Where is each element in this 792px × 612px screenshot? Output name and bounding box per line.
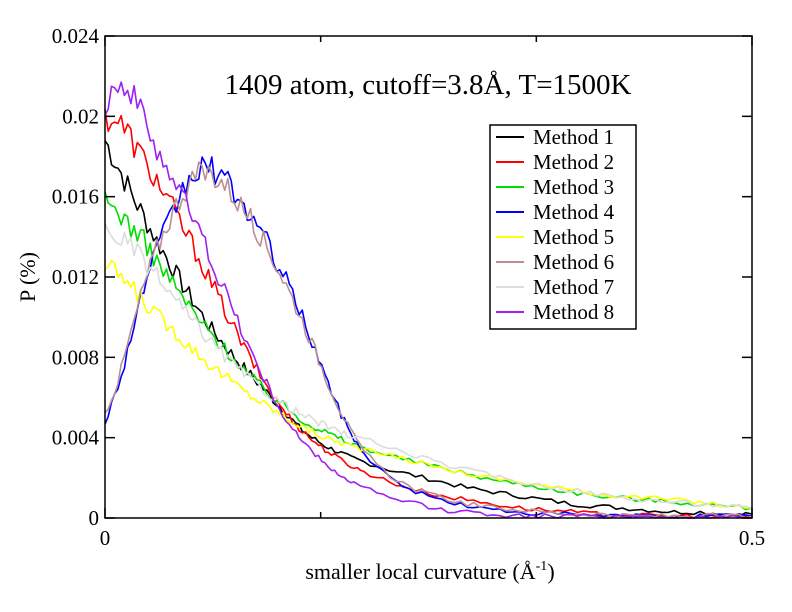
series-line-7: [104, 222, 753, 509]
x-tick-label-1: 0.5: [739, 526, 765, 550]
series-line-2: [104, 109, 753, 519]
y-tick-label-6: 0.024: [52, 24, 100, 48]
legend-label-6: Method 6: [533, 250, 614, 274]
axes-layer: 0 0.004 0.008 0.012 0.016 0.02 0.024 0 0.5: [52, 24, 765, 550]
legend-label-7: Method 7: [533, 275, 614, 299]
x-axis-title: smaller local curvature (Å-1): [305, 559, 554, 584]
legend-label-5: Method 5: [533, 225, 614, 249]
x-axis-title-sup: -1: [536, 559, 548, 574]
x-axis-title-close: ): [547, 559, 554, 584]
series-line-1: [104, 140, 753, 518]
x-axis-title-main: smaller local curvature (Å: [305, 559, 535, 584]
x-tick-label-0: 0: [100, 526, 111, 550]
y-tick-label-3: 0.012: [52, 265, 99, 289]
y-axis-title: P (%): [15, 252, 40, 302]
legend-label-1: Method 1: [533, 125, 614, 149]
legend-label-2: Method 2: [533, 150, 614, 174]
y-tick-label-4: 0.016: [52, 185, 99, 209]
series-line-3: [104, 191, 753, 511]
legend-box: [489, 124, 637, 330]
legend-label-4: Method 4: [533, 200, 615, 224]
chart-title: 1409 atom, cutoff=3.8Å, T=1500K: [225, 69, 632, 101]
y-tick-label-2: 0.008: [52, 345, 99, 369]
y-tick-label-5: 0.02: [62, 104, 99, 128]
y-tick-label-0: 0: [89, 506, 100, 530]
legend-label-3: Method 3: [533, 175, 614, 199]
legend-label-8: Method 8: [533, 300, 614, 324]
y-tick-label-1: 0.004: [52, 426, 100, 450]
series-line-6: [104, 161, 753, 519]
series-layer: [104, 81, 753, 519]
